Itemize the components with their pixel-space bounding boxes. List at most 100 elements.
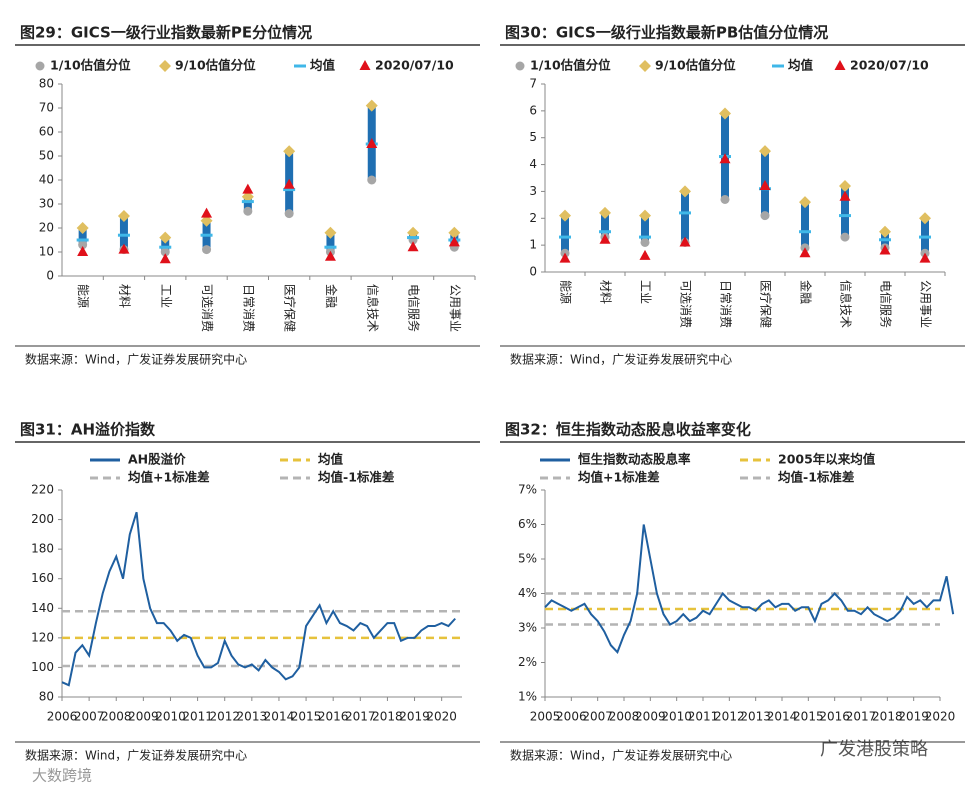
x-tick-label: 日常消费: [241, 284, 255, 332]
watermark: 广发港股策略: [820, 739, 928, 760]
y-tick-label: 180: [31, 542, 54, 556]
x-tick-label: 材料: [117, 284, 131, 308]
legend-label: 均值: [318, 452, 344, 467]
y-tick-label: 50: [39, 149, 54, 163]
x-tick-label: 2019: [399, 710, 430, 724]
point-marker: [117, 233, 130, 237]
x-tick-label: 2018: [372, 710, 403, 724]
point-marker: [200, 233, 213, 237]
x-tick-label: 2017: [345, 710, 376, 724]
y-tick-label: 80: [39, 690, 54, 704]
point-marker: [448, 226, 461, 239]
point-marker: [639, 209, 651, 222]
y-tick-label: 2: [529, 211, 537, 225]
point-marker: [759, 180, 771, 191]
y-tick-label: 0: [46, 269, 54, 283]
point-marker: [160, 247, 170, 257]
x-tick-label: 2020: [426, 710, 457, 724]
legend-label: AH股溢价: [128, 452, 186, 467]
point-marker: [159, 253, 171, 264]
x-tick-label: 可选消费: [679, 280, 693, 328]
x-tick-label: 2010: [661, 710, 692, 724]
range-bar: [243, 196, 252, 212]
point-marker: [919, 252, 931, 263]
point-marker: [365, 99, 378, 112]
y-tick-label: 6%: [518, 517, 537, 531]
range-bar: [601, 212, 609, 238]
point-marker: [76, 222, 89, 234]
legend-marker: [159, 60, 171, 72]
legend-label: 均值: [310, 58, 336, 73]
point-marker: [679, 211, 691, 215]
legend-marker: [834, 60, 846, 70]
point-marker: [407, 236, 420, 240]
x-tick-label: 工业: [159, 284, 173, 308]
x-tick-label: 2019: [898, 710, 929, 724]
x-tick-label: 2013: [740, 710, 771, 724]
point-marker: [159, 245, 172, 249]
y-tick-label: 4: [529, 157, 537, 171]
point-marker: [679, 236, 691, 247]
range-bar: [326, 232, 335, 252]
point-marker: [117, 210, 130, 222]
y-tick-label: 7%: [518, 483, 537, 497]
legend-label: 2020/07/10: [850, 58, 929, 73]
y-tick-label: 2%: [518, 655, 537, 669]
x-tick-label: 2009: [128, 710, 159, 724]
x-tick-label: 2008: [609, 710, 640, 724]
x-tick-label: 电信服务: [407, 284, 422, 332]
point-marker: [324, 250, 336, 261]
point-marker: [202, 245, 212, 255]
legend-marker: [359, 60, 371, 70]
x-tick-label: 2010: [155, 710, 186, 724]
point-marker: [283, 178, 295, 189]
y-tick-label: 70: [39, 101, 54, 115]
legend-marker: [772, 64, 784, 68]
range-bar: [561, 215, 569, 254]
x-tick-label: 2008: [101, 710, 132, 724]
point-marker: [78, 240, 88, 250]
point-marker: [799, 196, 811, 209]
chart-title: 图31：AH溢价指数: [20, 421, 156, 439]
point-marker: [407, 226, 420, 239]
legend-label: 9/10估值分位: [655, 58, 736, 73]
x-tick-label: 公用事业: [919, 280, 933, 328]
range-bar: [801, 202, 809, 248]
y-tick-label: 3: [529, 184, 537, 198]
point-marker: [760, 211, 770, 221]
point-marker: [719, 153, 731, 164]
legend-label: 均值: [788, 58, 814, 73]
point-marker: [839, 190, 851, 201]
x-tick-label: 2007: [582, 710, 613, 724]
chart-title: 图29：GICS一级行业指数最新PE分位情况: [20, 24, 312, 42]
y-tick-label: 200: [31, 512, 54, 526]
x-tick-label: 2015: [291, 710, 322, 724]
y-tick-label: 20: [39, 221, 54, 235]
legend-label: 9/10估值分位: [175, 58, 256, 73]
point-marker: [799, 247, 811, 258]
x-tick-label: 医疗保健: [759, 280, 773, 328]
x-tick-label: 金融: [324, 284, 339, 308]
point-marker: [559, 235, 571, 239]
point-marker: [679, 185, 691, 198]
range-bar: [161, 237, 170, 252]
source: 数据来源：Wind，广发证券发展研究中心: [510, 352, 732, 367]
point-marker: [759, 145, 771, 158]
source: 数据来源：Wind，广发证券发展研究中心: [510, 748, 732, 763]
x-tick-label: 2007: [74, 710, 105, 724]
y-tick-label: 5: [529, 130, 537, 144]
point-marker: [919, 235, 931, 239]
point-marker: [639, 249, 651, 260]
x-tick-label: 电信服务: [879, 280, 894, 328]
x-tick-label: 2011: [688, 710, 719, 724]
line-series: [61, 511, 456, 687]
y-tick-label: 120: [31, 630, 54, 644]
x-tick-label: 2018: [872, 710, 903, 724]
legend-label: 均值-1标准差: [778, 470, 854, 485]
y-tick-label: 80: [39, 77, 54, 91]
point-marker: [599, 206, 611, 219]
legend-label: 均值-1标准差: [318, 470, 394, 485]
point-marker: [839, 214, 851, 218]
x-tick-label: 能源: [76, 284, 90, 308]
